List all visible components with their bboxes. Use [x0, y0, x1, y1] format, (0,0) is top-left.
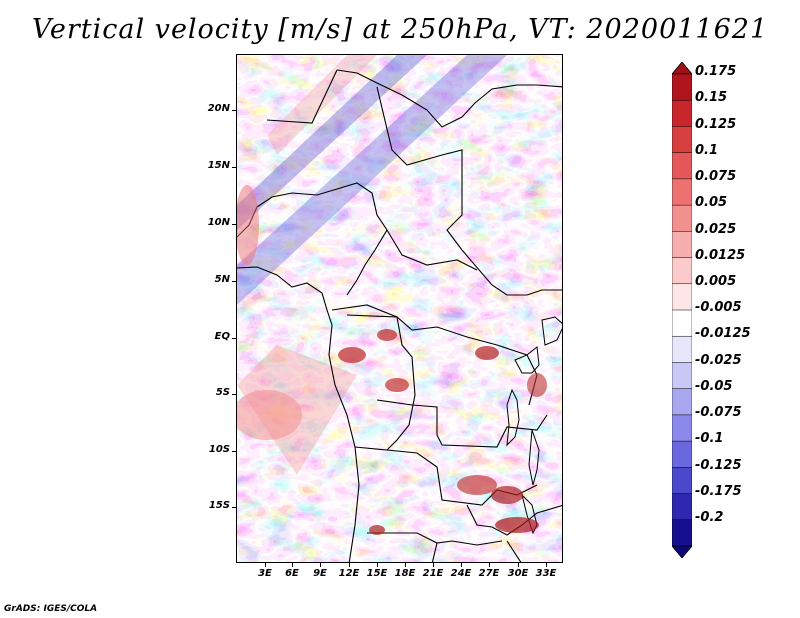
colorbar-label: -0.2 [695, 510, 724, 525]
lon-tick [292, 562, 293, 567]
colorbar-top-arrow [672, 62, 692, 75]
map-title: Vertical velocity [m/s] at 250hPa, VT: 2… [31, 14, 769, 45]
colorbar-label: 0.005 [695, 274, 737, 289]
lon-tick [349, 562, 350, 567]
lat-label: 15N [207, 160, 230, 171]
lat-label: EQ [214, 331, 230, 342]
lon-tick [405, 562, 406, 567]
colorbar-label: -0.175 [695, 483, 742, 499]
colorbar-swatch [672, 362, 692, 390]
lakes [506, 316, 562, 535]
colorbar-swatch [672, 231, 692, 259]
colorbar-swatch [672, 467, 692, 495]
lon-tick [461, 562, 462, 567]
colorbar-label: 0.125 [695, 116, 737, 132]
lon-label: 9E [313, 568, 327, 579]
colorbar-swatch [672, 283, 692, 311]
lat-tick [232, 394, 237, 395]
lon-tick [377, 562, 378, 567]
lon-tick [518, 562, 519, 567]
lon-tick [433, 562, 434, 567]
grads-credit: GrADS: IGES/COLA [4, 604, 98, 614]
lon-tick [265, 562, 266, 567]
colorbar-label: -0.1 [695, 431, 724, 447]
lat-tick [232, 110, 237, 111]
map-field [237, 55, 562, 562]
colorbar-label: 0.15 [695, 90, 728, 106]
lat-label: 10N [207, 217, 230, 228]
colorbar-swatch [672, 493, 692, 521]
lat-tick [232, 224, 237, 225]
lon-label: 6E [285, 568, 299, 579]
lon-label: 21E [422, 568, 444, 579]
lat-tick [232, 338, 237, 339]
lat-tick [232, 281, 237, 282]
colorbar-label: 0.1 [695, 142, 719, 158]
colorbar-label: 0.075 [695, 169, 737, 185]
lon-tick [546, 562, 547, 567]
lon-label: 18E [394, 568, 416, 579]
colorbar-swatch [672, 335, 692, 363]
lat-tick [232, 167, 237, 168]
convective-spots [237, 185, 547, 535]
colorbar-swatch [672, 126, 692, 154]
colorbar-label: 0.05 [695, 195, 728, 211]
colorbar-swatch [672, 440, 692, 468]
lon-tick [320, 562, 321, 567]
colorbar-swatch [672, 309, 692, 337]
colorbar-label: -0.05 [695, 378, 733, 394]
colorbar-swatch [672, 388, 692, 416]
lon-tick [489, 562, 490, 567]
colorbar-label: 0.175 [695, 64, 737, 80]
colorbar-label: -0.025 [695, 352, 742, 368]
colorbar-swatch [672, 414, 692, 442]
lon-label: 12E [338, 568, 360, 579]
lon-label: 33E [535, 568, 557, 579]
colorbar-swatch [672, 519, 692, 547]
colorbar-swatch [672, 152, 692, 180]
colorbar-swatch [672, 73, 692, 101]
velocity-speckle [237, 55, 562, 562]
colorbar-label: -0.005 [695, 300, 742, 316]
colorbar-swatch [672, 204, 692, 232]
colorbar-swatch [672, 257, 692, 285]
lon-label: 24E [450, 568, 472, 579]
colorbar-label: 0.025 [695, 221, 737, 237]
colorbar-label: 0.0125 [695, 247, 746, 263]
colorbar-bottom-arrow [672, 545, 692, 558]
colorbar [672, 62, 692, 558]
lat-label: 20N [207, 103, 230, 114]
colorbar-label: -0.075 [695, 405, 742, 421]
colorbar-label: -0.125 [695, 457, 742, 473]
lon-label: 30E [507, 568, 529, 579]
lat-label: 5S [215, 387, 230, 398]
lon-label: 3E [258, 568, 272, 579]
lon-label: 15E [366, 568, 388, 579]
colorbar-swatch [672, 178, 692, 206]
colorbar-label: -0.0125 [695, 326, 751, 342]
lat-tick [232, 451, 237, 452]
velocity-map [236, 54, 563, 563]
colorbar-swatch [672, 99, 692, 127]
coastlines [237, 69, 562, 562]
lat-label: 10S [208, 444, 230, 455]
lon-label: 27E [478, 568, 500, 579]
lat-label: 15S [208, 500, 230, 511]
lat-tick [232, 507, 237, 508]
lat-label: 5N [214, 274, 230, 285]
